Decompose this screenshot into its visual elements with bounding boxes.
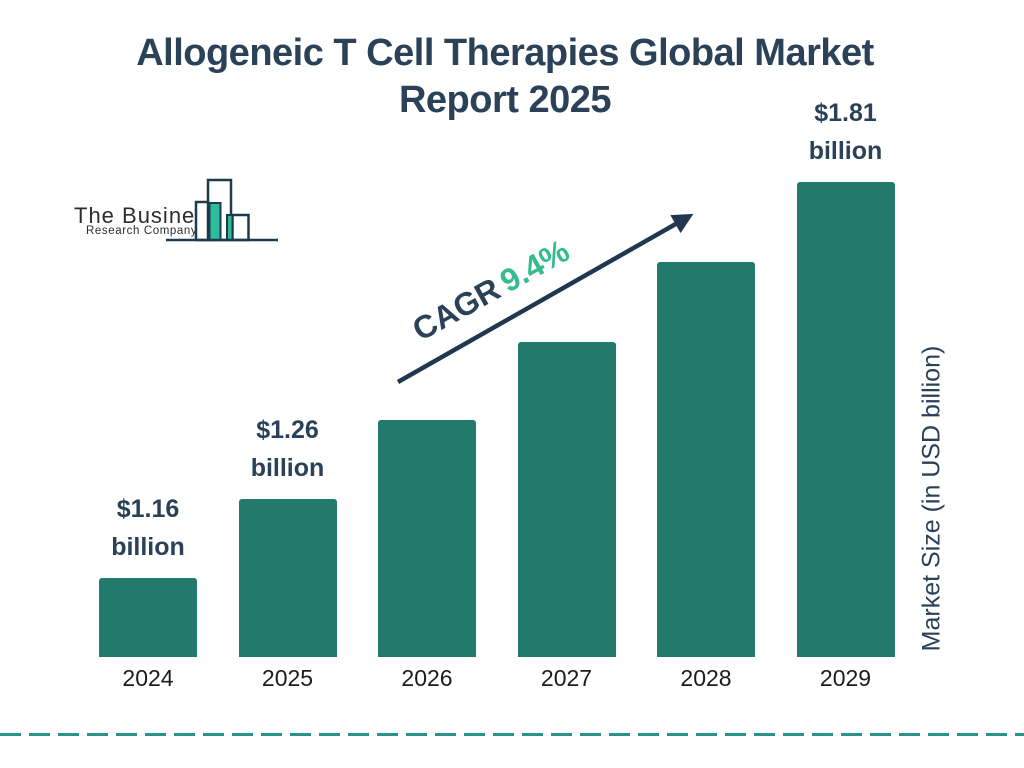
- x-tick-2028: 2028: [680, 665, 732, 691]
- x-tick-2025: 2025: [261, 665, 314, 691]
- bar-2029: [796, 182, 895, 657]
- bar-2028: [657, 262, 755, 657]
- page-title-line1: Allogeneic T Cell Therapies Global Marke…: [136, 32, 874, 74]
- value-label-2024: $1.16 billion: [111, 495, 185, 561]
- value-label-2025: $1.26 billion: [250, 416, 325, 482]
- cagr-value: 9.4%: [493, 232, 576, 300]
- x-tick-2029: 2029: [819, 665, 872, 691]
- cagr-label: CAGR9.4%: [399, 228, 583, 352]
- cagr-prefix: CAGR: [406, 270, 507, 348]
- page-title: Allogeneic T Cell Therapies Global Marke…: [50, 30, 960, 124]
- x-tick-2024: 2024: [122, 665, 174, 691]
- logo-bar-chart-icon: [166, 178, 278, 242]
- bar-2025: [238, 499, 337, 657]
- x-tick-2027: 2027: [540, 665, 593, 691]
- page-title-line2: Report 2025: [398, 79, 612, 121]
- bar-2026: [378, 420, 476, 657]
- y-axis-label: Market Size (in USD billion): [917, 345, 946, 652]
- logo-brand-tagline: Research Company: [86, 225, 198, 237]
- logo-brand-name: The Business: [74, 203, 220, 228]
- bottom-dashed-divider: [0, 733, 1024, 736]
- bar-2024: [99, 578, 197, 657]
- bar-2027: [517, 342, 616, 657]
- value-label-2029: $1.81 billion: [808, 99, 883, 165]
- x-tick-2026: 2026: [401, 665, 453, 691]
